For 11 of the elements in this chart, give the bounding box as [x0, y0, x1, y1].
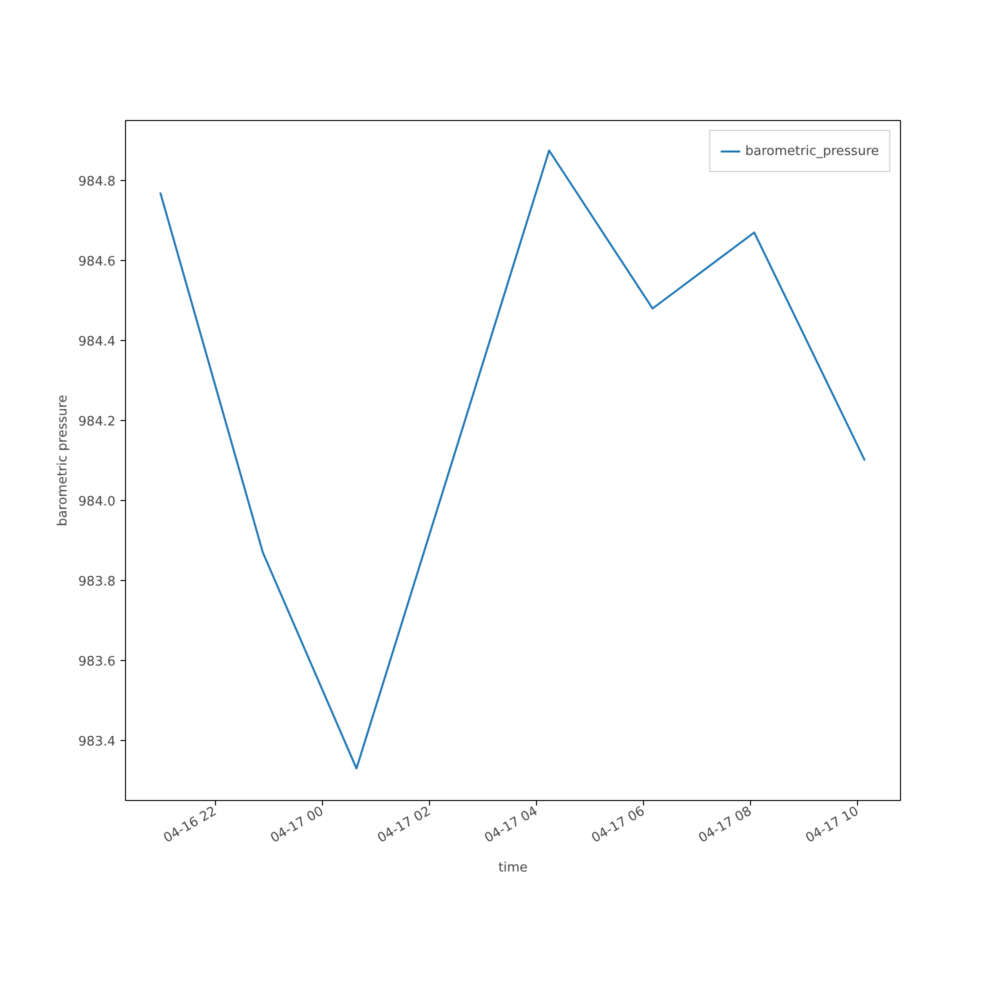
y-tick-label: 984.8 [78, 174, 116, 190]
y-tick-label: 983.6 [78, 654, 116, 670]
y-tick-label: 984.6 [78, 254, 116, 270]
y-tick-label: 984.0 [78, 494, 116, 510]
y-tick-label: 984.2 [78, 414, 116, 430]
y-tick-label: 983.8 [78, 574, 116, 590]
y-tick-label: 984.4 [78, 334, 116, 350]
y-axis-title: barometric pressure [55, 394, 70, 526]
y-tick-label: 983.4 [78, 734, 116, 750]
legend-label: barometric_pressure [745, 144, 879, 158]
x-axis-title: time [498, 860, 528, 876]
